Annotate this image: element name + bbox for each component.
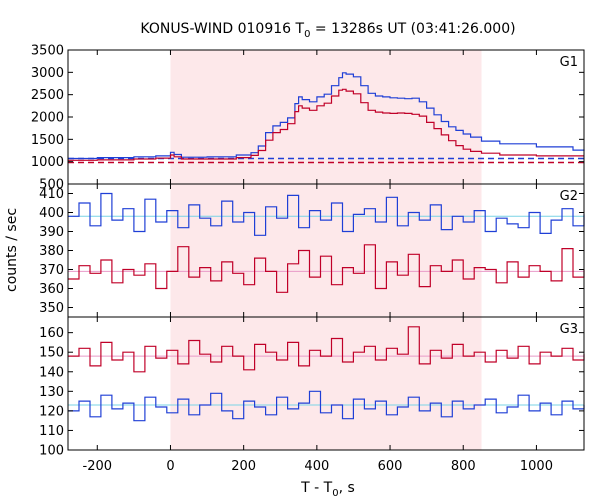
- chart-title-main: KONUS-WIND 010916 T: [140, 21, 304, 37]
- x-axis-label-rest: , s: [339, 480, 355, 496]
- g1-series-blue: [68, 72, 585, 160]
- y-tick-label: 100: [39, 444, 64, 459]
- panel-label-g1: G1: [560, 55, 578, 70]
- y-tick-label: 2000: [31, 111, 64, 126]
- x-tick-label: 1000: [520, 459, 553, 474]
- y-tick-label: 110: [39, 424, 64, 439]
- chart-title: KONUS-WIND 010916 T0 = 13286s UT (03:41:…: [140, 21, 515, 40]
- chart-title-subscript: 0: [304, 29, 310, 40]
- x-tick-label: 200: [231, 459, 256, 474]
- y-tick-label: 410: [39, 187, 64, 202]
- x-tick-label: 800: [451, 459, 476, 474]
- y-tick-label: 380: [39, 244, 64, 259]
- x-tick-label: 600: [378, 459, 403, 474]
- y-tick-label: 150: [39, 346, 64, 361]
- y-tick-label: 140: [39, 365, 64, 380]
- y-tick-label: 160: [39, 326, 64, 341]
- x-tick-label: 400: [304, 459, 329, 474]
- g3-frame: [67, 316, 585, 451]
- y-tick-label: 400: [39, 206, 64, 221]
- panel-label-g3: G3: [560, 322, 578, 337]
- g1-series-red: [68, 88, 584, 161]
- y-tick-label: 370: [39, 263, 64, 278]
- y-tick-label: 120: [39, 404, 64, 419]
- x-axis-label-main: T - T: [300, 480, 333, 496]
- chart-title-rest: = 13286s UT (03:41:26.000): [310, 21, 515, 37]
- x-axis-label-subscript: 0: [332, 488, 338, 499]
- x-tick-label: -200: [83, 459, 113, 474]
- highlight-interval: [170, 50, 482, 450]
- y-axis-label: counts / sec: [4, 208, 20, 292]
- plot-area: 500100015002000250030003500G135036037038…: [31, 44, 585, 474]
- panel-label-g2: G2: [560, 189, 578, 204]
- y-tick-label: 390: [39, 225, 64, 240]
- y-tick-label: 500: [39, 178, 64, 193]
- y-tick-label: 1000: [31, 155, 64, 170]
- y-tick-label: 350: [39, 301, 64, 316]
- g3-series-blue: [68, 390, 585, 422]
- y-tick-label: 1500: [31, 133, 64, 148]
- x-tick-label: 0: [166, 459, 174, 474]
- y-tick-label: 3000: [31, 66, 64, 81]
- g2-series-blue: [68, 192, 585, 236]
- x-axis-label: T - T0, s: [300, 480, 355, 499]
- g3-series-red: [68, 326, 585, 373]
- y-tick-label: 3500: [31, 44, 64, 59]
- y-tick-label: 130: [39, 385, 64, 400]
- y-tick-label: 2500: [31, 88, 64, 103]
- y-tick-label: 360: [39, 282, 64, 297]
- g2-series-red: [68, 244, 585, 293]
